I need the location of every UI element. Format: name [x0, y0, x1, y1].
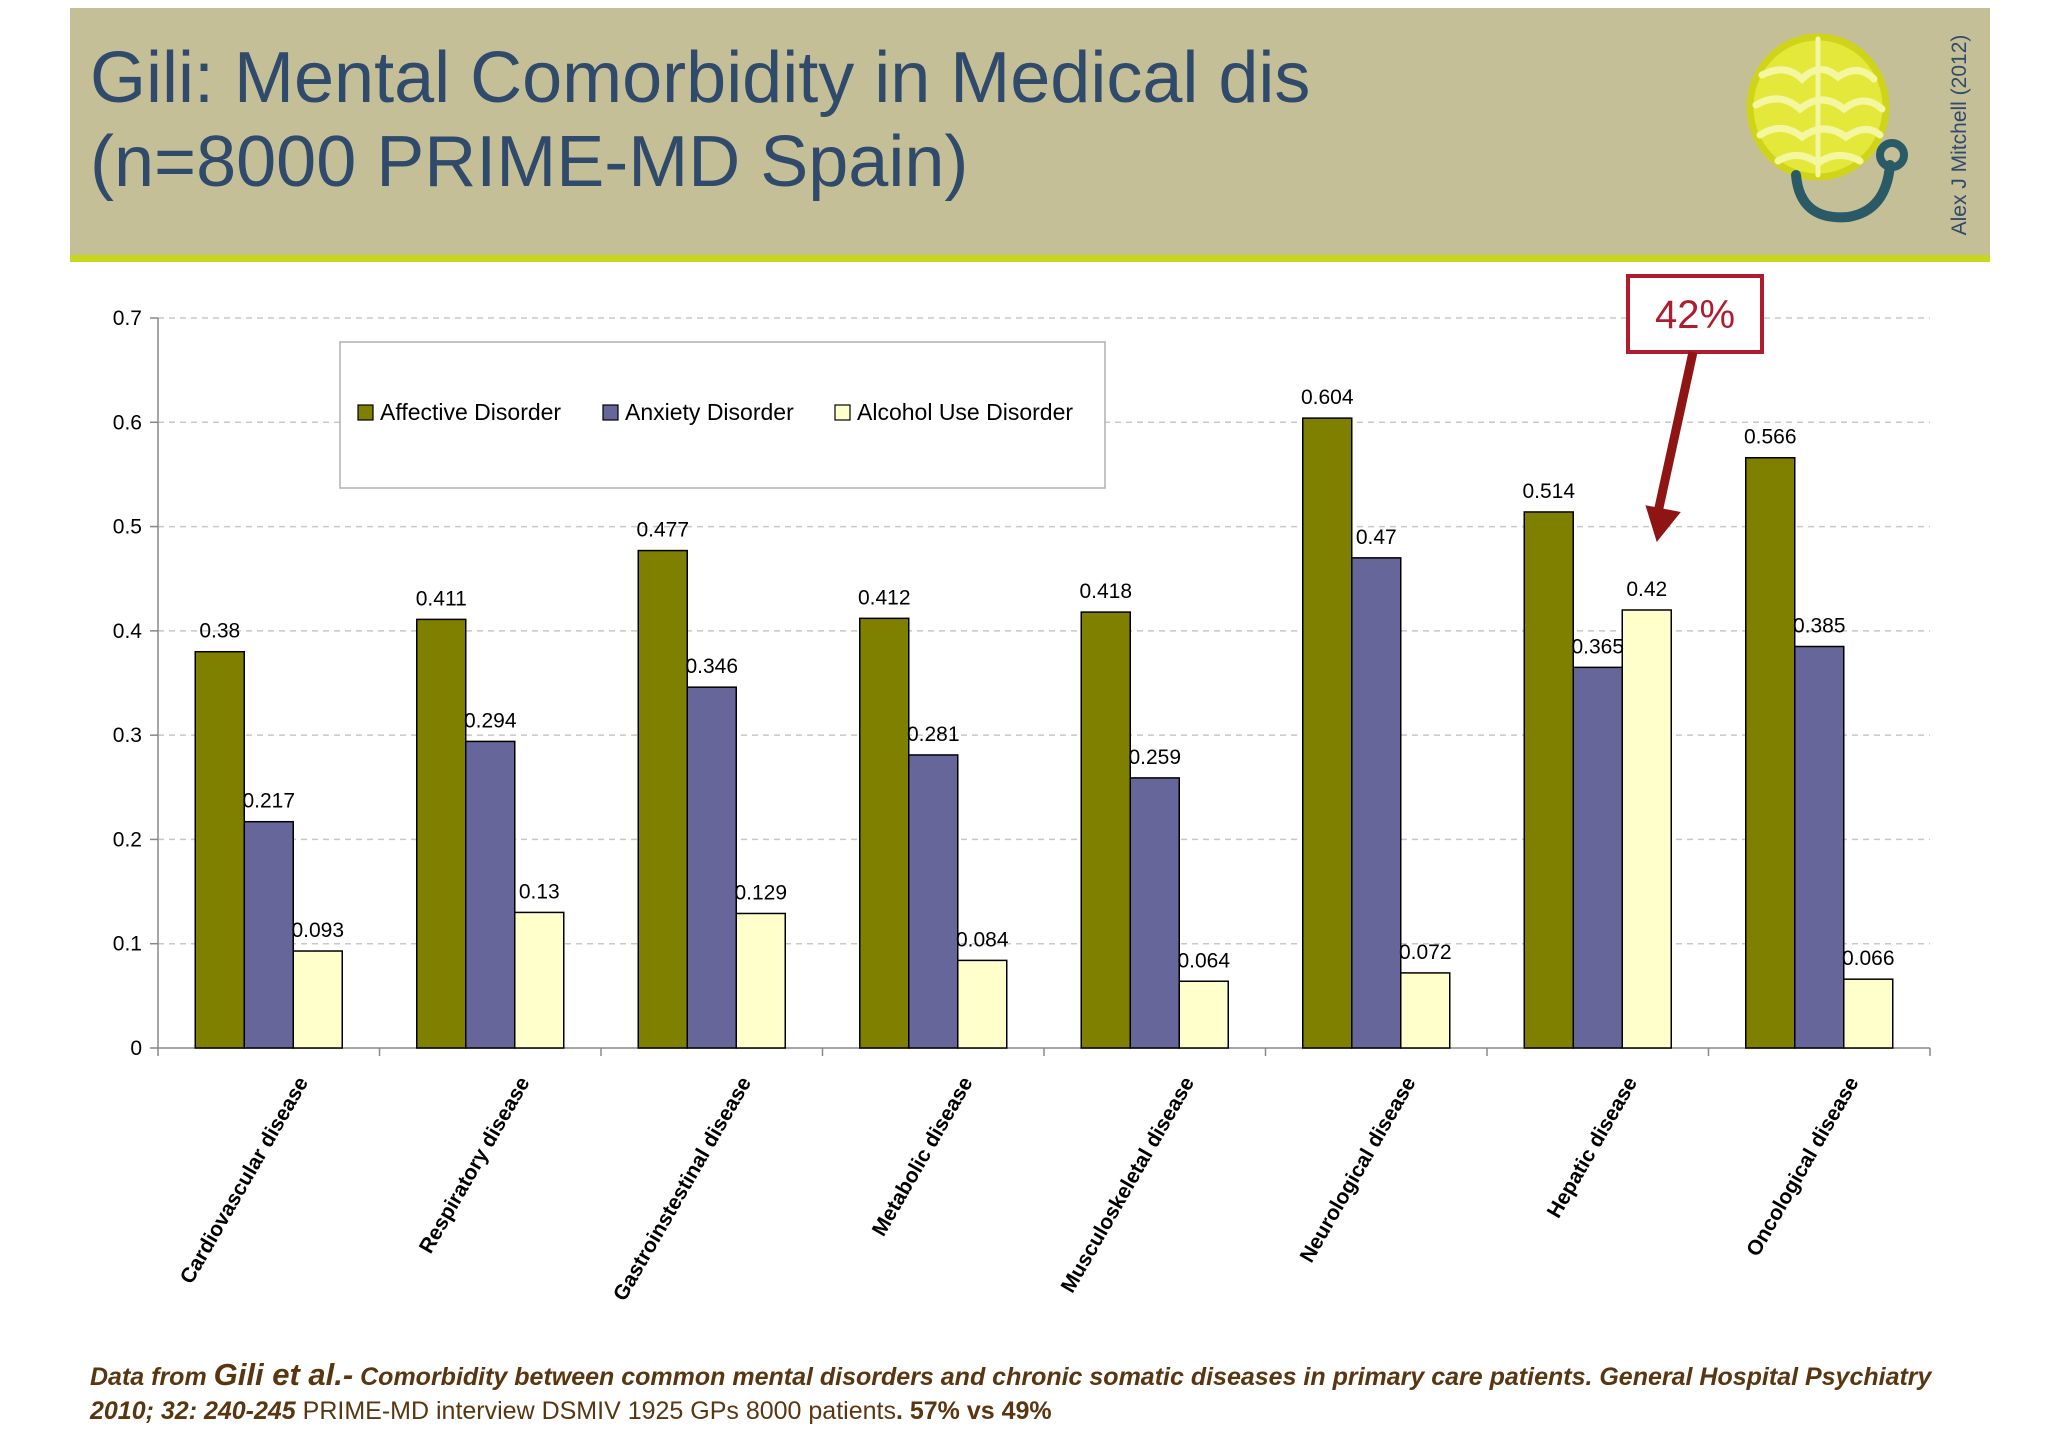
data-label: 0.064	[1177, 949, 1230, 972]
data-label: 0.418	[1079, 580, 1132, 603]
data-label: 0.385	[1793, 615, 1846, 638]
category-label: Respiratory disease	[415, 1073, 535, 1257]
y-tick-label: 0.2	[113, 828, 142, 851]
bar	[735, 912, 786, 1049]
y-tick-label: 0.1	[113, 933, 142, 956]
data-label: 0.38	[199, 620, 240, 643]
data-label: 0.294	[464, 709, 517, 732]
data-label: 0.129	[734, 881, 787, 904]
category-label: Neurological disease	[1296, 1073, 1421, 1266]
callout-text: 42%	[1655, 293, 1735, 337]
data-label: 0.084	[956, 928, 1009, 951]
author-credit: Alex J Mitchell (2012)	[1940, 12, 1980, 257]
callout-annotation: 42%	[1626, 274, 1764, 542]
bar	[637, 549, 688, 1049]
bar	[1621, 609, 1672, 1049]
bar	[859, 617, 910, 1049]
bar	[416, 618, 467, 1049]
data-label: 0.566	[1744, 426, 1797, 449]
data-label: 0.42	[1626, 578, 1667, 601]
bars	[194, 417, 1894, 1049]
data-label: 0.412	[858, 586, 911, 609]
legend-swatch	[602, 404, 619, 421]
y-tick-label: 0.3	[113, 724, 142, 747]
data-label: 0.093	[291, 919, 344, 942]
source-citation: Data from Gili et al.- Comorbidity betwe…	[90, 1358, 1990, 1428]
category-labels: Cardiovascular disease Respiratory diseas…	[176, 1073, 1864, 1305]
data-label: 0.259	[1128, 746, 1181, 769]
data-label: 0.365	[1571, 635, 1624, 658]
legend-label: Affective Disorder	[380, 399, 561, 425]
callout-arrow-head	[1645, 505, 1681, 542]
bar	[1745, 456, 1796, 1049]
y-tick-label: 0.5	[113, 516, 142, 539]
data-label: 0.066	[1842, 947, 1895, 970]
bar	[1351, 557, 1402, 1049]
category-label: Oncological disease	[1742, 1073, 1863, 1260]
bar	[1178, 980, 1229, 1049]
slide-title-line-2: (n=8000 PRIME-MD Spain)	[90, 122, 969, 202]
header-divider	[70, 255, 1990, 262]
callout-box	[1626, 274, 1764, 354]
data-label: 0.477	[636, 519, 689, 542]
title-banner	[70, 8, 1990, 255]
bar	[686, 686, 737, 1049]
data-label: 0.072	[1399, 941, 1452, 964]
data-label: 0.281	[907, 723, 960, 746]
slide-title: Gili: Mental Comorbidity in Medical dis …	[90, 36, 1690, 204]
bar	[1302, 417, 1353, 1049]
bar	[1080, 611, 1131, 1049]
legend-label: Alcohol Use Disorder	[857, 399, 1073, 425]
source-authors: Gili et al.-	[213, 1357, 354, 1392]
source-method: PRIME-MD interview DSMIV 1925 GPs 8000 p…	[295, 1397, 896, 1425]
source-result: . 57% vs 49%	[895, 1397, 1052, 1425]
y-tick-label: 0.4	[113, 620, 143, 643]
data-labels: 0.38 0.217 0.093 0.411 0.294 0.13 0.477 0.346 0.…	[199, 386, 1894, 972]
source-prefix: Data from	[90, 1363, 214, 1391]
category-label: Metabolic disease	[868, 1073, 978, 1240]
source-reference: Comorbidity between common mental disord…	[90, 1363, 1932, 1425]
bar	[908, 754, 959, 1049]
data-label: 0.514	[1522, 480, 1575, 503]
category-label: Cardiovascular disease	[176, 1073, 313, 1288]
slide-title-line-1: Gili: Mental Comorbidity in Medical dis	[90, 38, 1311, 118]
y-tick-label: 0	[130, 1037, 142, 1060]
bar	[514, 911, 565, 1049]
data-label: 0.411	[416, 587, 467, 610]
author-credit-text: Alex J Mitchell (2012)	[1948, 34, 1971, 235]
y-tick-label: 0.6	[113, 411, 142, 434]
data-label: 0.217	[242, 790, 295, 813]
category-label: Hepatic disease	[1543, 1073, 1642, 1222]
bar-chart: 0 0.1 0.2 0.3 0.4 0.5 0.6 0.7 0.38 0.217 0.093 0.4…	[113, 274, 1931, 1305]
category-label: Musculoskeletal disease	[1057, 1073, 1199, 1297]
y-tick-label: 0.7	[113, 307, 142, 330]
legend-swatch	[834, 404, 851, 421]
brain-stethoscope-icon	[1746, 33, 1908, 223]
legend-label: Anxiety Disorder	[625, 399, 794, 425]
bar	[1129, 777, 1180, 1049]
legend-box	[339, 341, 1106, 489]
callout-arrow-shaft	[1652, 351, 1698, 519]
bar	[957, 959, 1008, 1049]
data-label: 0.47	[1356, 526, 1397, 549]
bar	[1572, 666, 1623, 1049]
bar	[243, 820, 294, 1049]
bar	[1843, 978, 1894, 1049]
category-label: Gastroinstestinal disease	[609, 1073, 756, 1305]
data-label: 0.13	[519, 880, 560, 903]
data-label: 0.604	[1301, 386, 1354, 409]
bar	[292, 950, 343, 1049]
chart-legend: Affective Disorder Anxiety Disorder Alcoho…	[339, 341, 1106, 489]
bar	[465, 740, 516, 1049]
bar	[1794, 645, 1845, 1049]
bar	[1400, 972, 1451, 1049]
data-label: 0.346	[685, 655, 738, 678]
bar	[194, 650, 245, 1049]
bar	[1523, 511, 1574, 1049]
legend-swatch	[357, 404, 374, 421]
